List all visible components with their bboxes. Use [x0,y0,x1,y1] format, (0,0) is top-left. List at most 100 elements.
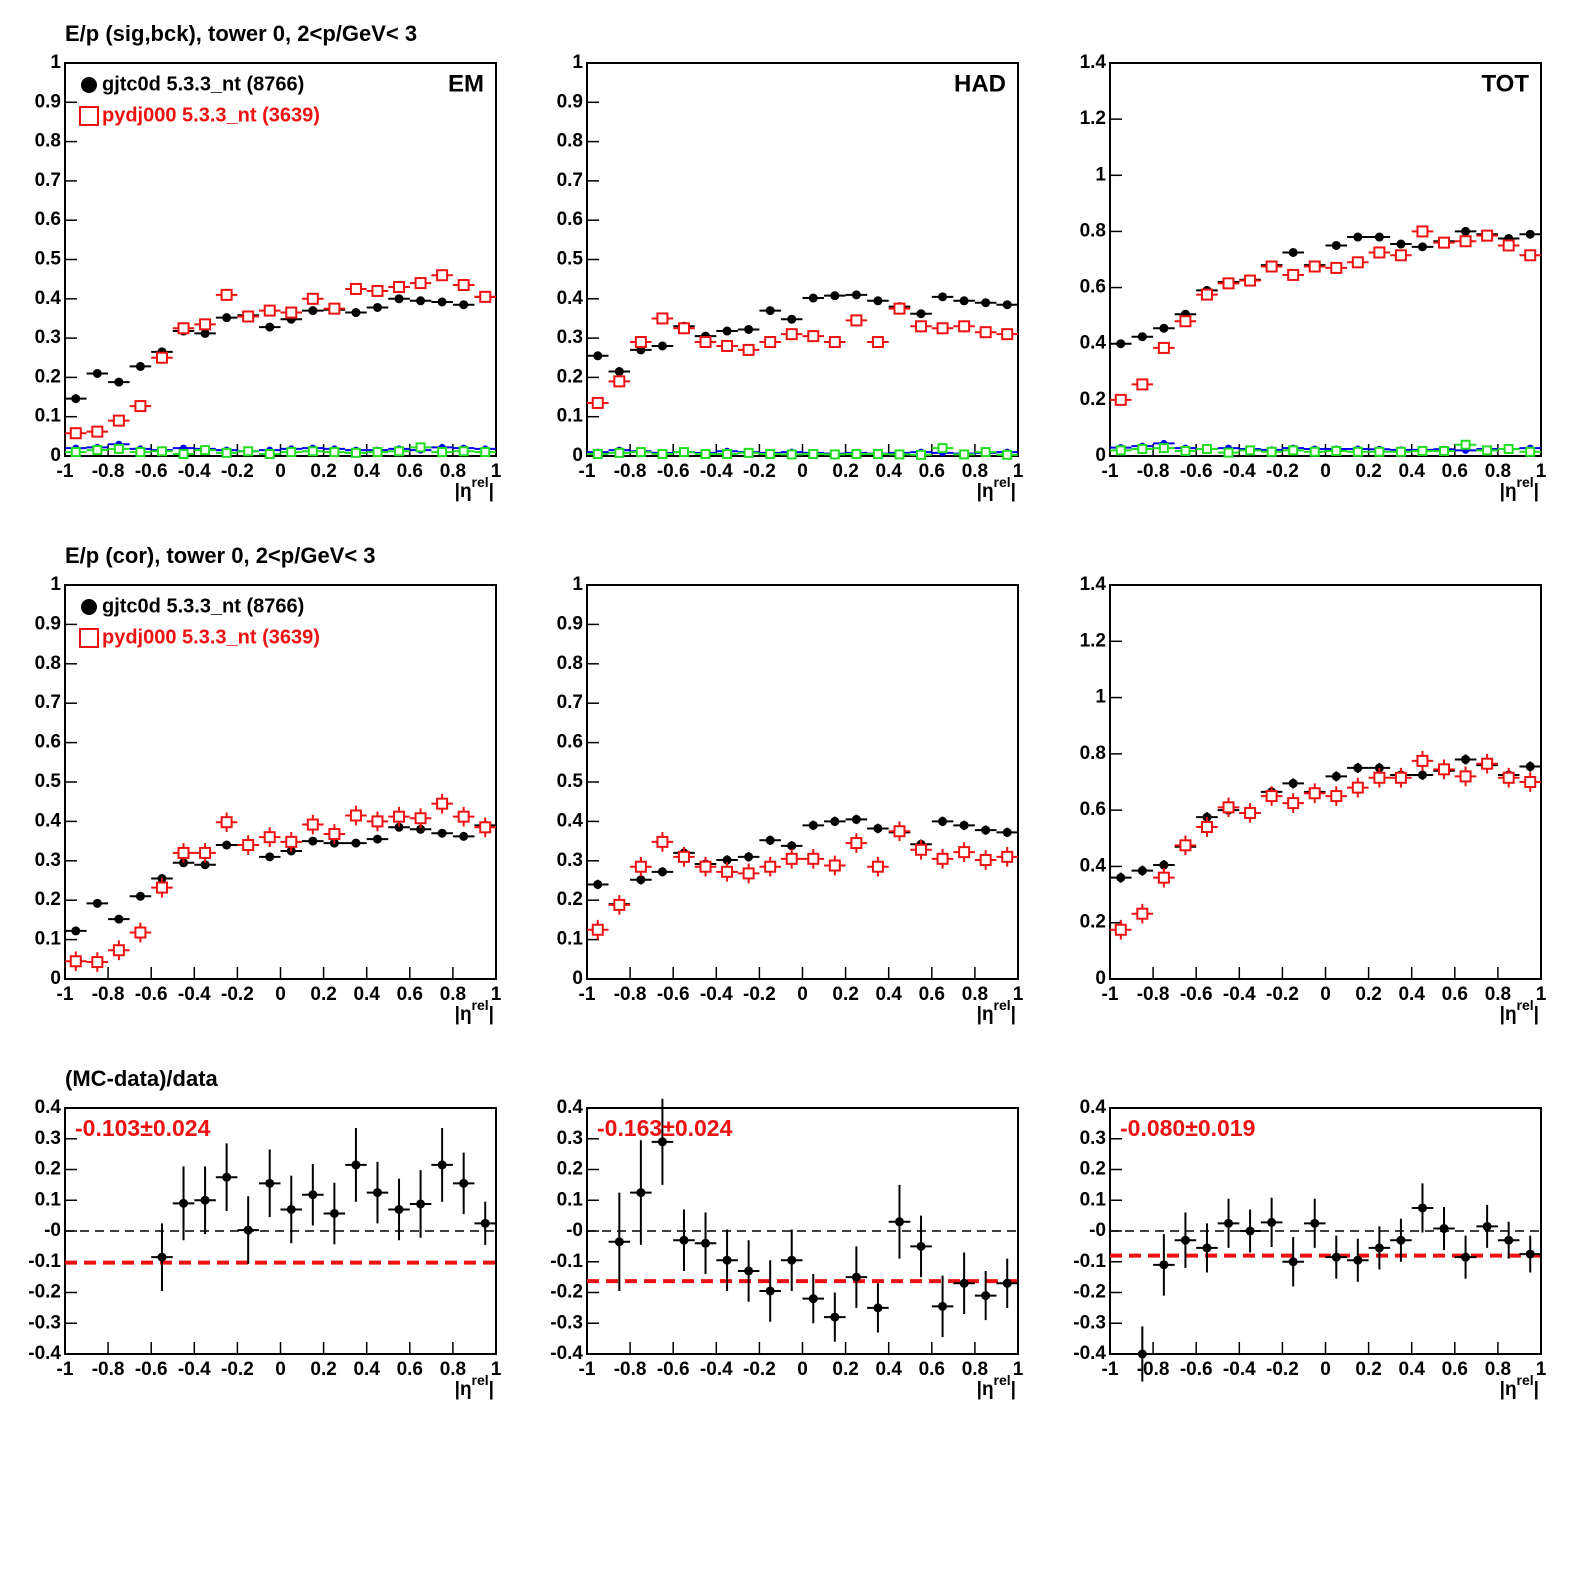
data-point [657,1137,667,1147]
data-point [222,840,232,850]
data-point [479,290,492,303]
x-tick-label: 0 [1320,984,1331,1005]
data-point [1116,873,1126,883]
data-point [765,1286,775,1296]
data-point [1353,232,1363,242]
data-point [1461,226,1471,236]
x-tick-label: 0.4 [875,1359,902,1380]
data-point [808,449,819,460]
x-tick-label: -0.4 [1223,1359,1256,1380]
data-point [135,361,145,371]
data-point [636,1188,646,1198]
x-axis-label-sup: rel [1517,1372,1534,1388]
y-tick-label: 0.6 [35,732,61,753]
legend-marker [79,106,99,126]
x-tick-label: -1 [579,461,596,482]
data-point [1461,754,1471,764]
y-tick-label: 0.2 [557,1159,583,1180]
y-tick-label: -0.3 [1073,1312,1106,1333]
data-point [808,820,818,830]
plot-frame [1109,584,1542,980]
data-point [285,835,298,848]
data-point [829,449,840,460]
y-tick-label: 0.3 [557,1128,583,1149]
y-tick-label: 0 [1095,445,1106,466]
data-point [113,443,124,454]
data-point [1137,1349,1147,1359]
data-point [785,852,798,865]
x-tick-label: 0 [797,1359,808,1380]
panel-title: E/p (sig,bck), tower 0, 2<p/GeV< 3 [65,21,417,46]
x-tick-label: -0.6 [657,1359,690,1380]
data-point [372,834,382,844]
data-point [959,449,970,460]
data-point [437,828,447,838]
y-tick-label: 0 [572,445,583,466]
data-point [459,300,469,310]
data-point [1482,445,1493,456]
data-point [372,302,382,312]
data-point [177,322,190,335]
data-point [786,449,797,460]
data-point [1416,225,1429,238]
data-point [1504,1235,1514,1245]
data-point [656,835,669,848]
y-tick-label: -0.3 [28,1312,61,1333]
x-tick-label: 1 [1013,984,1024,1005]
data-point [591,396,604,409]
data-point [722,855,732,865]
x-tick-label: -0.2 [221,1359,254,1380]
y-tick-label: 1 [1095,687,1106,708]
x-axis-label: |ηrel| [1500,1372,1539,1400]
data-point [1351,781,1364,794]
data-point [372,447,383,458]
fit-annotation: -0.080±0.019 [1120,1115,1255,1141]
data-point [744,1266,754,1276]
data-point [308,1190,318,1200]
data-point [1222,277,1235,290]
data-point [593,879,603,889]
y-tick-label: 0.2 [35,889,61,910]
data-point [112,414,125,427]
x-tick-label: -1 [579,1359,596,1380]
data-point [243,446,254,457]
panel: E/p (cor), tower 0, 2<p/GeV< 3 -1 -0.8 -0.6… [35,543,502,1025]
fit-annotation: -0.103±0.024 [75,1115,211,1141]
panel: E/p (sig,bck), tower 0, 2<p/GeV< 3 EM -1 -0… [35,21,502,502]
data-point [1002,300,1012,310]
data-point [614,1237,624,1247]
x-tick-label: -0.4 [700,461,733,482]
x-axis-label: |ηrel| [1500,997,1539,1025]
x-axis-label-part: | [1534,1004,1539,1025]
panel: -1 -0.8 -0.6 -0.4 -0.2 0 0.2 0.4 0.6 0.8 1 0 0.1 0.2 0… [557,574,1024,1025]
data-point [199,318,212,331]
data-point [1459,770,1472,783]
data-point [263,304,276,317]
x-axis-label-part: | [1011,1004,1016,1025]
data-point [1158,443,1169,454]
data-point [1157,871,1170,884]
data-point [1439,1224,1449,1234]
data-point [1330,261,1343,274]
y-tick-label: 0 [572,968,583,989]
data-point [394,294,404,304]
x-tick-label: -0.4 [178,1359,211,1380]
data-point [1001,328,1014,341]
x-axis-label-part: |η [455,1379,472,1400]
data-point [1525,762,1535,772]
x-tick-label: -1 [57,984,74,1005]
data-point [416,824,426,834]
x-tick-label: -0.2 [743,461,776,482]
x-tick-label: 0.6 [397,461,423,482]
x-axis-label: |ηrel| [1500,474,1539,502]
data-point [394,1204,404,1214]
y-tick-label: 1 [572,52,583,73]
y-tick-label: -0.1 [28,1251,61,1272]
x-axis-label-part: |η [455,1004,472,1025]
x-axis-label-part: | [489,1379,494,1400]
x-tick-label: -0.6 [135,1359,168,1380]
data-point [242,310,255,323]
data-point [1417,770,1427,780]
data-point [306,292,319,305]
x-tick-label: -0.8 [614,1359,647,1380]
